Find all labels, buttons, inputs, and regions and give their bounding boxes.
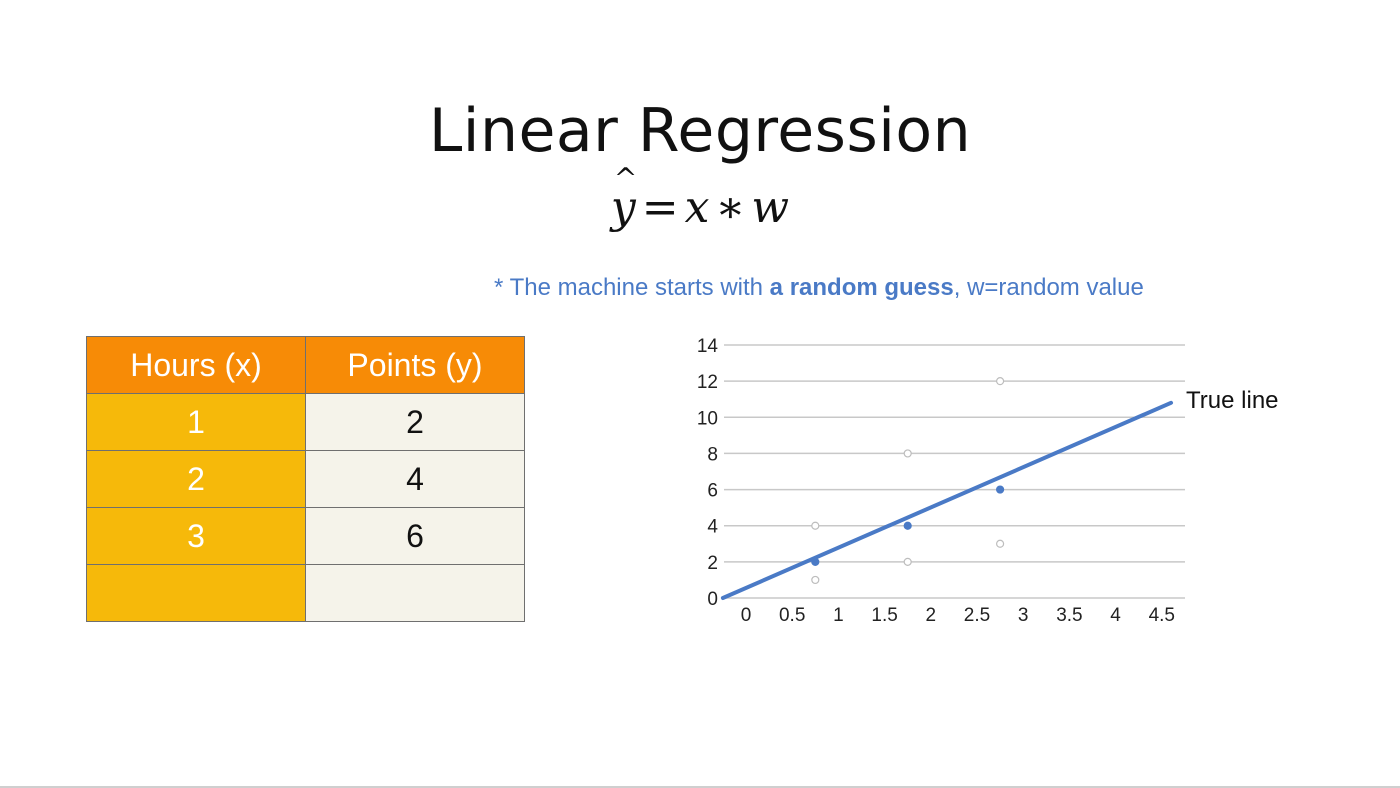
- guess-data-point: [996, 377, 1005, 386]
- cell-hours: 2: [86, 450, 306, 508]
- guess-data-point: [903, 449, 912, 458]
- cell-hours: [86, 564, 306, 622]
- cell-points: 2: [305, 393, 525, 451]
- x-tick-label: 0.5: [779, 605, 805, 626]
- formula-times: ∗: [715, 182, 746, 233]
- x-tick-label: 2.5: [964, 605, 990, 626]
- cell-points: 4: [305, 450, 525, 508]
- formula-w: w: [751, 182, 790, 233]
- x-tick-label: 3.5: [1056, 605, 1082, 626]
- regression-chart: 0 2 4 6 8 10 12 14 0 0.5 1 1.5 2 2.5 3 3.5 4 4.5 True line: [697, 336, 1279, 626]
- regression-formula: y=x∗w: [0, 162, 1400, 233]
- guess-data-point: [811, 575, 820, 585]
- table-row: [86, 564, 525, 622]
- x-tick-label: 4.5: [1149, 605, 1175, 626]
- formula-equals: =: [641, 182, 679, 233]
- true-data-point: [996, 485, 1005, 494]
- header-hours: Hours (x): [86, 336, 306, 394]
- hours-points-table: Hours (x) Points (y) 1 2 2 4 3 6: [86, 336, 525, 622]
- true-data-point: [903, 521, 912, 530]
- guess-data-point: [996, 539, 1005, 548]
- table-row: 3 6: [86, 507, 525, 565]
- true-line-label: True line: [1186, 387, 1278, 414]
- x-tick-label: 4: [1110, 605, 1121, 626]
- cell-points: [305, 564, 525, 622]
- table-row: 2 4: [86, 450, 525, 508]
- y-tick-label: 6: [707, 481, 718, 502]
- note-suffix: , w=random value: [953, 274, 1144, 301]
- table-row: 1 2: [86, 393, 525, 451]
- cell-hours: 3: [86, 507, 306, 565]
- true-data-point: [811, 557, 820, 566]
- slide-bottom-border: [0, 786, 1400, 788]
- x-tick-label: 0: [741, 605, 752, 626]
- cell-hours: 1: [86, 393, 306, 451]
- y-tick-label: 12: [697, 372, 718, 393]
- x-tick-label: 1.5: [871, 605, 897, 626]
- header-points: Points (y): [305, 336, 525, 394]
- y-tick-label: 10: [697, 408, 718, 429]
- note-prefix: * The machine starts with: [494, 274, 770, 301]
- guess-data-point: [903, 557, 912, 566]
- y-tick-label: 2: [707, 553, 718, 574]
- slide-title: Linear Regression: [428, 96, 972, 166]
- y-tick-label: 4: [707, 517, 718, 538]
- y-tick-label: 14: [697, 336, 719, 357]
- cell-points: 6: [305, 507, 525, 565]
- formula-x: x: [684, 182, 710, 233]
- y-tick-label: 8: [707, 444, 718, 465]
- true-line: [720, 400, 1174, 600]
- random-guess-note: * The machine starts with a random guess…: [494, 274, 1144, 302]
- table-header-row: Hours (x) Points (y): [86, 336, 525, 394]
- x-tick-label: 3: [1018, 605, 1029, 626]
- guess-data-point: [811, 521, 820, 530]
- x-tick-label: 2: [926, 605, 937, 626]
- x-tick-label: 1: [833, 605, 844, 626]
- formula-y-hat: y: [611, 162, 637, 233]
- y-tick-label: 0: [707, 589, 718, 610]
- note-emphasis: a random guess: [769, 274, 954, 301]
